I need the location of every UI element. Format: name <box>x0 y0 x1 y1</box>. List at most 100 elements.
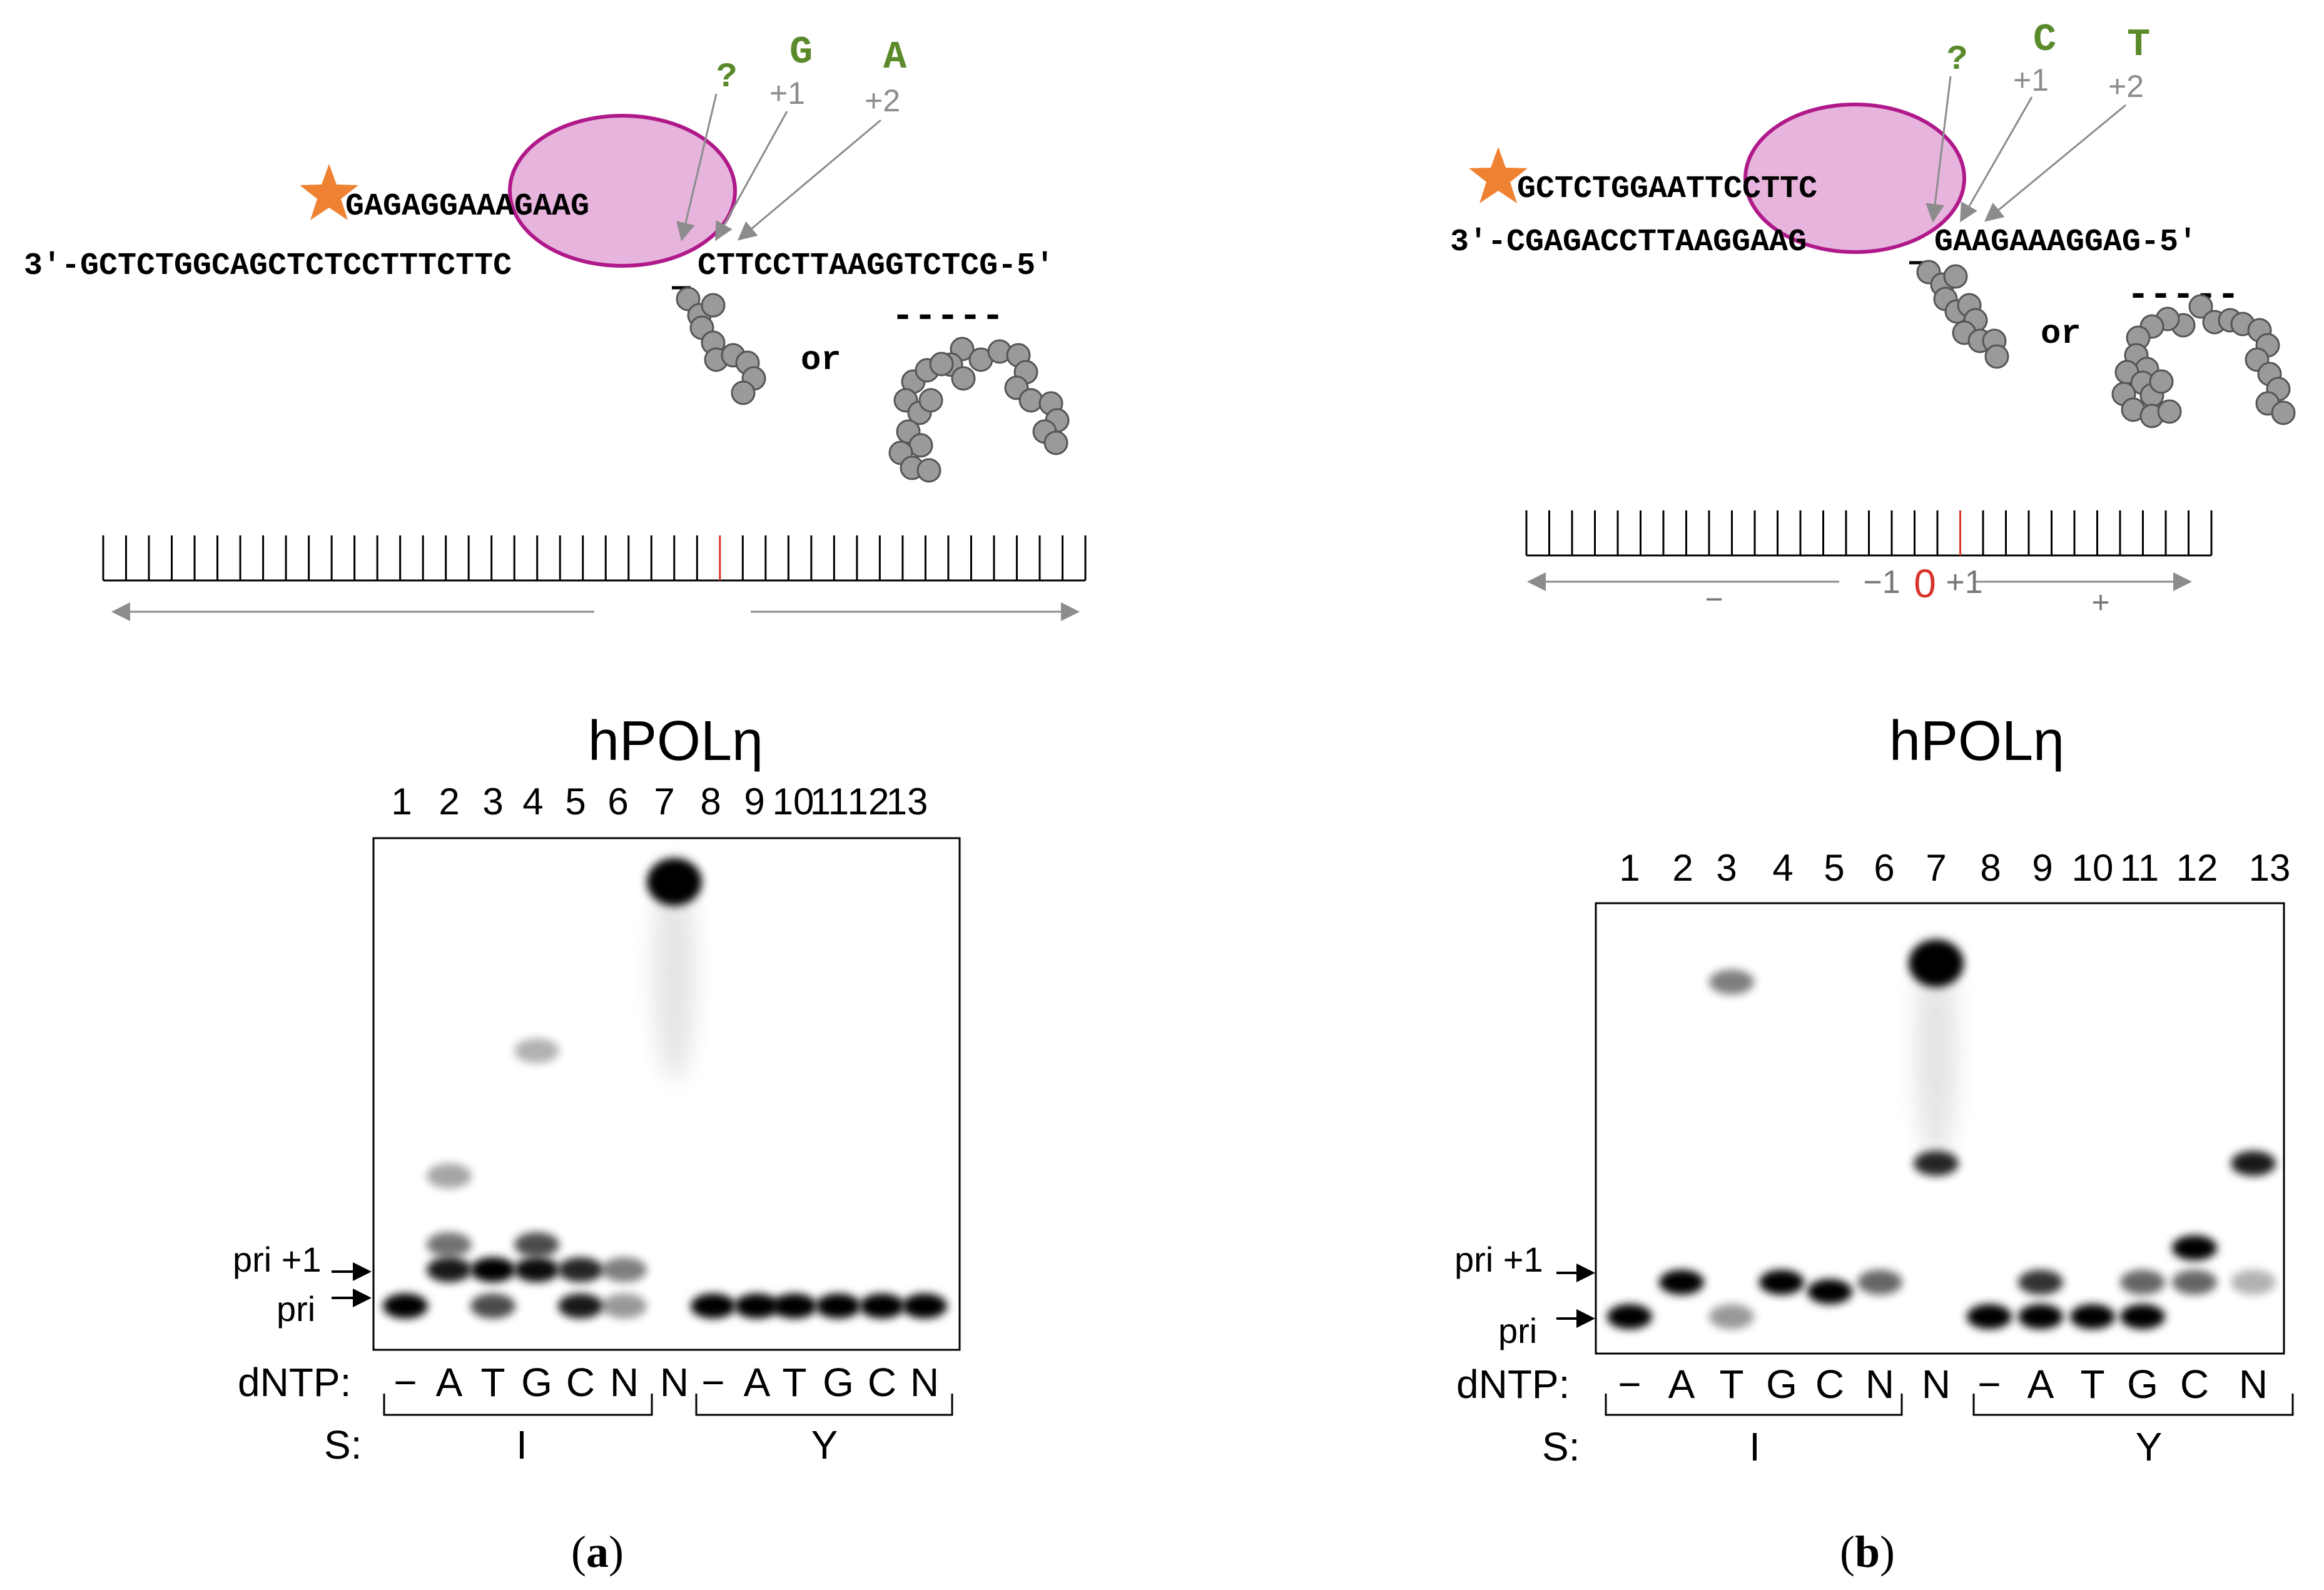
bead <box>731 380 756 405</box>
lane-number: 10 <box>773 781 814 823</box>
template-sequence-left: 3′-GCTCTGGCAGCTCTCCTTTCTTC <box>24 248 512 284</box>
gel-band <box>1807 1279 1852 1304</box>
gel-band <box>860 1294 905 1319</box>
dntp-row: − A T G C N N − A T G C N <box>393 1360 939 1405</box>
gel-band <box>602 1257 647 1282</box>
dntp-value: G <box>823 1360 854 1405</box>
gel-title: hPOLη <box>1889 710 2064 772</box>
bead <box>916 458 941 483</box>
dntp-value: − <box>1977 1362 2001 1407</box>
lane-number: 6 <box>1874 847 1894 889</box>
panel-a-schematic: GAGAGGAAAGAAG 3′-GCTCTGGCAGCTCTCCTTTCTTC… <box>24 30 1087 621</box>
gel-band <box>691 1294 736 1319</box>
gel-band <box>2070 1304 2115 1329</box>
lane-number: 2 <box>1672 847 1693 889</box>
bead <box>929 352 954 377</box>
unknown-base-label: ? <box>716 57 738 97</box>
gel-band <box>558 1294 603 1319</box>
s-label: S: <box>1542 1424 1580 1469</box>
dntp-value: A <box>2027 1362 2054 1407</box>
gel-band <box>514 1257 559 1282</box>
lane-number: 7 <box>654 781 674 823</box>
lane-number: 12 <box>848 781 890 823</box>
dntp-value: A <box>744 1360 771 1405</box>
bead <box>701 293 726 318</box>
gel-title: hPOLη <box>588 710 763 772</box>
gel-band <box>647 858 702 906</box>
bead <box>2188 294 2213 319</box>
pointer-arrow-unknown <box>1926 76 1952 223</box>
lane-number: 8 <box>1980 847 2001 889</box>
panel-caption-a: (a) <box>571 1527 624 1577</box>
dntp-value: T <box>782 1360 806 1405</box>
gel-band <box>1967 1304 2012 1329</box>
lane-number: 13 <box>2249 847 2291 889</box>
gel-band <box>558 1257 603 1282</box>
group-label-i: I <box>1749 1424 1760 1469</box>
polymer-beads-short <box>676 286 766 405</box>
s-label: S: <box>324 1422 362 1467</box>
lane-number: 8 <box>700 781 721 823</box>
gel-band <box>427 1163 472 1188</box>
lane-number: 4 <box>522 781 543 823</box>
unknown-base-label: ? <box>1947 39 1968 79</box>
lane-number: 13 <box>886 781 928 823</box>
dntp-value: N <box>1865 1362 1894 1407</box>
gel-band <box>1709 970 1754 995</box>
lane-number: 11 <box>810 781 849 823</box>
gel-bands <box>383 857 947 1319</box>
gel-band <box>2231 1151 2276 1176</box>
gel-band <box>514 1038 559 1063</box>
gel-smear <box>653 857 696 1082</box>
gel-band <box>2018 1304 2063 1329</box>
lane-number: 3 <box>1716 847 1737 889</box>
gel-band <box>1709 1304 1754 1329</box>
star-icon <box>300 164 358 220</box>
gel-band <box>1659 1270 1704 1295</box>
or-label: or <box>2041 315 2081 353</box>
gel-band <box>2172 1235 2217 1260</box>
polymer-beads-long <box>2111 294 2296 428</box>
gel-band <box>1914 1151 1959 1176</box>
pointer-arrow-plus1 <box>1960 96 2033 223</box>
dntp-value: G <box>2127 1362 2158 1407</box>
lane-number: 2 <box>439 781 459 823</box>
band-label-pri-plus1: pri +1 <box>233 1240 322 1279</box>
dntp-value: T <box>480 1360 505 1405</box>
ruler-plus-label: + <box>2091 585 2109 620</box>
dntp-value: − <box>393 1360 417 1405</box>
bead <box>2149 369 2174 394</box>
lane-number: 12 <box>2176 847 2218 889</box>
gel-band <box>470 1257 515 1282</box>
dntp-value: N <box>660 1360 689 1405</box>
ruler-zero-label: 0 <box>1914 561 1936 606</box>
ruler-neg1-label: −1 <box>1863 564 1900 600</box>
gel-band <box>383 1294 428 1319</box>
lane-number: 6 <box>607 781 628 823</box>
template-sequence-left: 3′-CGAGACCTTAAGGAAG <box>1450 225 1807 260</box>
gel-band <box>1607 1304 1652 1329</box>
dntp-value: C <box>868 1360 896 1405</box>
or-label: or <box>801 342 841 380</box>
next-base-2: A <box>883 35 907 79</box>
gel-smear <box>1915 938 1957 1163</box>
lane-number: 7 <box>1926 847 1946 889</box>
dntp-row: − A T G C N N − A T G C N <box>1618 1362 2268 1407</box>
primer-sequence: GCTCTGGAATTCCTTC <box>1517 171 1817 207</box>
gel-band <box>470 1294 515 1319</box>
lane-number: 5 <box>1824 847 1844 889</box>
offset-label-2: +2 <box>2108 69 2144 104</box>
dntp-value: N <box>2239 1362 2268 1407</box>
next-base-1: G <box>789 30 813 74</box>
bracket-group-i <box>1605 1394 1903 1416</box>
template-sequence-right: CTTCCTTAAGGTCTCG-5′ <box>698 248 1054 284</box>
polymer-beads-short <box>1916 260 2009 369</box>
dntp-value: C <box>2180 1362 2209 1407</box>
bead <box>1043 430 1068 455</box>
gel-band <box>602 1294 647 1319</box>
next-base-1: C <box>2033 18 2056 62</box>
dntp-value: − <box>701 1360 724 1405</box>
